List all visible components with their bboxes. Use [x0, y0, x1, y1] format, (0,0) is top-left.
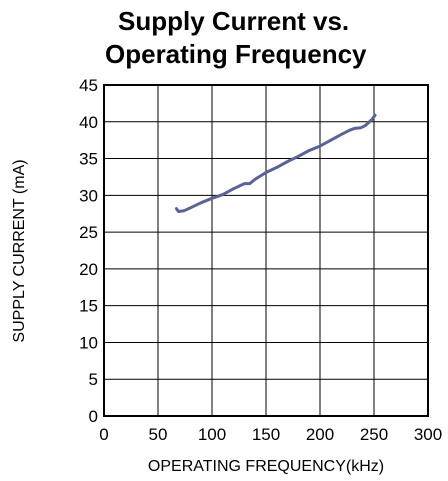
plot-frame: [103, 84, 429, 417]
y-tick-label: 20: [79, 260, 98, 279]
y-tick-label: 5: [89, 370, 98, 389]
y-axis-ticks: 0 5 10 15 20 25 30 35 40 45: [79, 76, 98, 426]
y-tick-label: 30: [79, 186, 98, 205]
x-axis-label: OPERATING FREQUENCY(kHz): [148, 458, 384, 475]
chart-title-line-1: Supply Current vs.: [118, 6, 349, 36]
x-tick-label: 250: [360, 425, 388, 444]
y-tick-label: 35: [79, 150, 98, 169]
series-line: [174, 113, 377, 213]
y-axis-label: SUPPLY CURRENT (mA): [11, 159, 28, 342]
y-tick-label: 45: [79, 76, 98, 95]
x-tick-label: 50: [149, 425, 168, 444]
y-tick-label: 40: [79, 113, 98, 132]
x-tick-label: 300: [414, 425, 442, 444]
x-tick-label: 200: [306, 425, 334, 444]
y-tick-label: 10: [79, 333, 98, 352]
y-tick-label: 0: [89, 407, 98, 426]
x-tick-label: 150: [252, 425, 280, 444]
y-tick-label: 25: [79, 223, 98, 242]
chart-title-line-2: Operating Frequency: [105, 39, 367, 69]
y-tick-label: 15: [79, 297, 98, 316]
grid: [104, 85, 428, 416]
x-tick-label: 0: [99, 425, 108, 444]
x-axis-ticks: 0 50 100 150 200 250 300: [99, 425, 442, 444]
x-tick-label: 100: [198, 425, 226, 444]
